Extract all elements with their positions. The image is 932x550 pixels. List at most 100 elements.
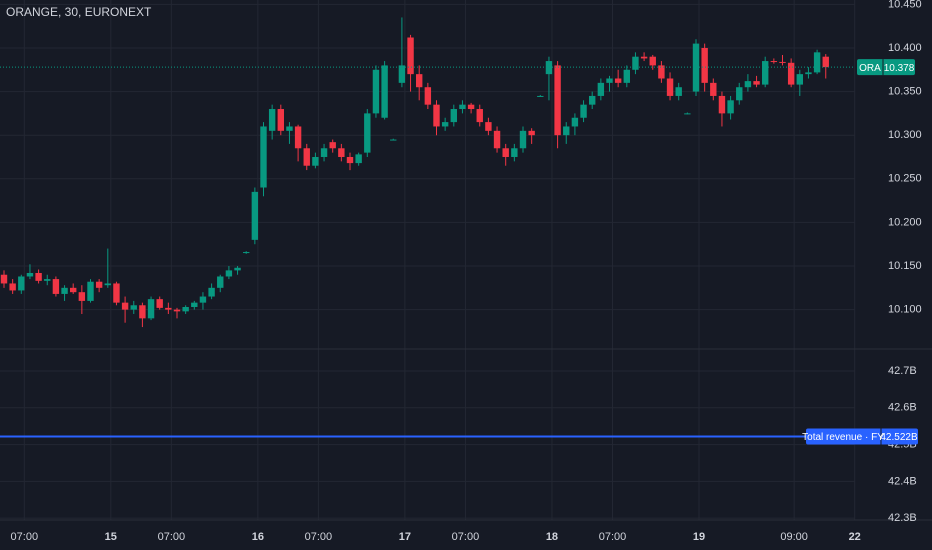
candle-body (303, 148, 310, 166)
candle-body (710, 82, 717, 96)
candle-body (338, 148, 345, 157)
candle-body (381, 65, 388, 118)
y-tick-label: 10.400 (888, 42, 922, 54)
candle-body (139, 305, 146, 319)
candle-body (589, 95, 596, 105)
candle-body (320, 148, 328, 157)
candle-body (787, 62, 795, 85)
candle-body (251, 191, 259, 240)
candle-body (121, 302, 129, 310)
candle-body (364, 113, 371, 153)
candle-body (450, 109, 457, 123)
candle-body (277, 109, 284, 131)
candle-body (459, 104, 466, 110)
candle-body (346, 156, 354, 164)
candle-body (658, 65, 665, 79)
candle-body (286, 126, 293, 131)
candle-body (130, 305, 137, 310)
candle-body (225, 270, 233, 277)
candle-body (614, 78, 622, 83)
candle-body (355, 154, 362, 164)
candle-body (519, 130, 527, 149)
candle-body (441, 122, 449, 127)
y-tick-label: 10.150 (888, 260, 922, 272)
candle-body (537, 95, 544, 97)
y-tick-label: 10.200 (888, 216, 922, 228)
candle-body (52, 279, 60, 294)
candle-body (762, 61, 769, 85)
candle-body (173, 309, 181, 312)
x-tick-label: 07:00 (599, 531, 627, 543)
candle-body (156, 299, 163, 308)
candle-body (649, 56, 656, 66)
candle-body (87, 281, 94, 301)
y2-tick-label: 42.7B (888, 365, 917, 377)
candle-body (9, 283, 16, 291)
candle-body (0, 274, 8, 284)
last-price-value: 10.378 (884, 63, 915, 74)
candle-body (18, 276, 25, 291)
candle-body (424, 87, 432, 105)
last-price-name: ORA (859, 63, 881, 74)
x-tick-label: 09:00 (780, 531, 808, 543)
candle-body (632, 56, 639, 70)
candle-body (312, 156, 319, 166)
candle-body (727, 100, 734, 114)
candle-body (44, 279, 51, 281)
candle-body (467, 104, 475, 110)
candle-body (78, 292, 86, 301)
revenue-name: Total revenue · FY (802, 432, 884, 443)
candle-body (718, 95, 726, 114)
x-tick-label: 19 (693, 531, 705, 543)
last-price-tag (857, 59, 915, 76)
candle-body (554, 65, 561, 136)
candle-body (736, 87, 743, 101)
axis-layer: 10.100 10.150 10.200 10.250 10.300 10.350 10.4… (11, 0, 922, 543)
candle-body (372, 69, 380, 114)
candle-body (545, 61, 553, 75)
candle-body (104, 283, 111, 286)
candle-body (390, 139, 397, 141)
candle-body (684, 113, 691, 115)
candle-body (571, 117, 579, 127)
x-tick-label: 15 (105, 531, 117, 543)
x-tick-label: 16 (252, 531, 264, 543)
y-tick-label: 10.350 (888, 85, 922, 97)
candle-body (234, 267, 241, 271)
candle-body (26, 272, 34, 277)
candle-body (191, 302, 198, 308)
x-tick-label: 07:00 (305, 531, 333, 543)
candle-body (597, 82, 605, 96)
revenue-tag (806, 428, 918, 445)
candle-body (95, 281, 103, 288)
candle-body (199, 296, 207, 303)
candle-body (476, 109, 483, 123)
y-tick-label: 10.100 (888, 304, 922, 316)
candle-body (511, 148, 518, 157)
x-tick-label: 17 (399, 531, 411, 543)
candle-body (744, 81, 752, 88)
candle-body (61, 287, 68, 294)
x-tick-label: 07:00 (158, 531, 186, 543)
y2-tick-label: 42.4B (888, 475, 917, 487)
y-tick-label: 10.250 (888, 173, 922, 185)
candle-body (666, 78, 674, 96)
candle-body (485, 122, 492, 131)
candle-body (243, 252, 250, 254)
candle-body (675, 87, 682, 96)
candle-body (813, 52, 821, 73)
candle-body (433, 104, 440, 127)
candle-body (35, 272, 42, 281)
y-tick-label: 10.300 (888, 129, 922, 141)
x-tick-label: 07:00 (452, 531, 480, 543)
candle-body (563, 126, 570, 136)
candle-body (208, 287, 215, 297)
candle-body (623, 69, 630, 83)
candle-body (165, 307, 172, 310)
y2-tick-label: 42.3B (888, 512, 917, 524)
candle-body (822, 56, 829, 68)
x-tick-label: 18 (546, 531, 558, 543)
candle-body (580, 104, 587, 118)
candle-body (182, 307, 189, 312)
